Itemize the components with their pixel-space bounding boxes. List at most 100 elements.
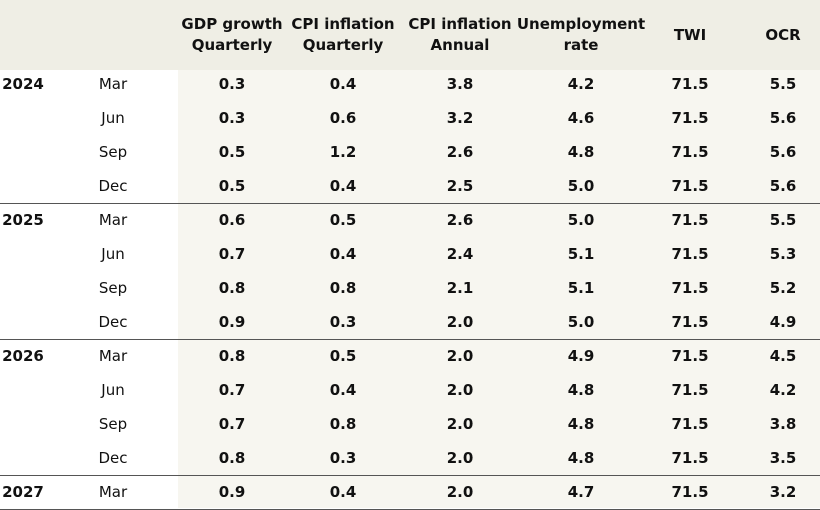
value-cell: 71.5 — [671, 177, 709, 195]
value-cell: 4.8 — [567, 415, 595, 433]
quarter: Sep — [98, 415, 128, 433]
quarter: Mar — [98, 211, 128, 229]
year: 2025 — [2, 211, 44, 229]
value-cell: 0.8 — [218, 347, 246, 365]
quarter: Mar — [98, 347, 128, 365]
column-header: CPI inflation — [408, 15, 512, 33]
value-cell: 2.6 — [446, 211, 474, 229]
quarter: Mar — [98, 483, 128, 501]
value-cell: 0.6 — [218, 211, 246, 229]
column-header: Quarterly — [302, 36, 384, 54]
value-cell: 4.9 — [567, 347, 595, 365]
value-cell: 0.4 — [329, 381, 357, 399]
quarter: Jun — [101, 109, 125, 127]
quarter: Dec — [98, 449, 128, 467]
value-cell: 5.3 — [769, 245, 797, 263]
column-header: Annual — [430, 36, 490, 54]
value-cell: 0.3 — [329, 449, 357, 467]
value-cell: 0.8 — [329, 415, 357, 433]
value-cell: 0.8 — [329, 279, 357, 297]
quarter: Sep — [98, 143, 128, 161]
value-cell: 2.0 — [446, 449, 474, 467]
value-cell: 0.6 — [329, 109, 357, 127]
value-cell: 0.3 — [218, 109, 246, 127]
quarter: Jun — [101, 245, 125, 263]
value-cell: 2.0 — [446, 483, 474, 501]
column-header: GDP growth — [181, 15, 283, 33]
column-header: TWI — [673, 26, 707, 44]
quarter: Dec — [98, 313, 128, 331]
value-cell: 71.5 — [671, 483, 709, 501]
column-header: OCR — [765, 26, 801, 44]
quarter: Dec — [98, 177, 128, 195]
value-cell: 0.5 — [218, 177, 246, 195]
data-background — [178, 70, 820, 508]
value-cell: 0.7 — [218, 245, 246, 263]
value-cell: 4.8 — [567, 381, 595, 399]
value-cell: 71.5 — [671, 245, 709, 263]
header-background — [0, 0, 820, 70]
value-cell: 71.5 — [671, 109, 709, 127]
value-cell: 0.7 — [218, 415, 246, 433]
value-cell: 5.1 — [567, 279, 595, 297]
value-cell: 5.6 — [769, 177, 797, 195]
value-cell: 71.5 — [671, 75, 709, 93]
value-cell: 2.4 — [446, 245, 474, 263]
value-cell: 4.6 — [567, 109, 595, 127]
value-cell: 2.6 — [446, 143, 474, 161]
value-cell: 3.8 — [446, 75, 474, 93]
value-cell: 2.0 — [446, 381, 474, 399]
value-cell: 71.5 — [671, 143, 709, 161]
value-cell: 4.7 — [567, 483, 595, 501]
value-cell: 0.3 — [218, 75, 246, 93]
value-cell: 5.5 — [769, 211, 797, 229]
value-cell: 5.0 — [567, 177, 595, 195]
value-cell: 0.8 — [218, 449, 246, 467]
value-cell: 0.4 — [329, 483, 357, 501]
value-cell: 2.1 — [446, 279, 474, 297]
column-header: Quarterly — [191, 36, 273, 54]
value-cell: 0.5 — [329, 347, 357, 365]
value-cell: 2.0 — [446, 415, 474, 433]
group-rule — [0, 203, 820, 204]
value-cell: 2.0 — [446, 313, 474, 331]
quarter: Sep — [98, 279, 128, 297]
value-cell: 0.9 — [218, 313, 246, 331]
value-cell: 71.5 — [671, 449, 709, 467]
value-cell: 0.8 — [218, 279, 246, 297]
value-cell: 0.4 — [329, 245, 357, 263]
quarter: Jun — [101, 381, 125, 399]
value-cell: 0.3 — [329, 313, 357, 331]
value-cell: 0.9 — [218, 483, 246, 501]
value-cell: 71.5 — [671, 381, 709, 399]
quarter: Mar — [98, 75, 128, 93]
value-cell: 3.2 — [446, 109, 474, 127]
value-cell: 3.5 — [769, 449, 797, 467]
value-cell: 0.7 — [218, 381, 246, 399]
value-cell: 5.6 — [769, 143, 797, 161]
value-cell: 4.2 — [769, 381, 797, 399]
column-header: rate — [563, 36, 599, 54]
value-cell: 5.5 — [769, 75, 797, 93]
value-cell: 0.4 — [329, 177, 357, 195]
value-cell: 5.0 — [567, 211, 595, 229]
column-header: Unemployment — [516, 15, 646, 33]
value-cell: 1.2 — [329, 143, 357, 161]
value-cell: 71.5 — [671, 415, 709, 433]
group-rule — [0, 339, 820, 340]
value-cell: 0.5 — [218, 143, 246, 161]
year: 2026 — [2, 347, 44, 365]
value-cell: 2.5 — [446, 177, 474, 195]
value-cell: 4.2 — [567, 75, 595, 93]
value-cell: 3.2 — [769, 483, 797, 501]
year: 2027 — [2, 483, 44, 501]
value-cell: 5.6 — [769, 109, 797, 127]
value-cell: 0.4 — [329, 75, 357, 93]
column-header: CPI inflation — [291, 15, 395, 33]
value-cell: 5.2 — [769, 279, 797, 297]
value-cell: 4.8 — [567, 449, 595, 467]
value-cell: 71.5 — [671, 347, 709, 365]
value-cell: 4.5 — [769, 347, 797, 365]
value-cell: 5.0 — [567, 313, 595, 331]
